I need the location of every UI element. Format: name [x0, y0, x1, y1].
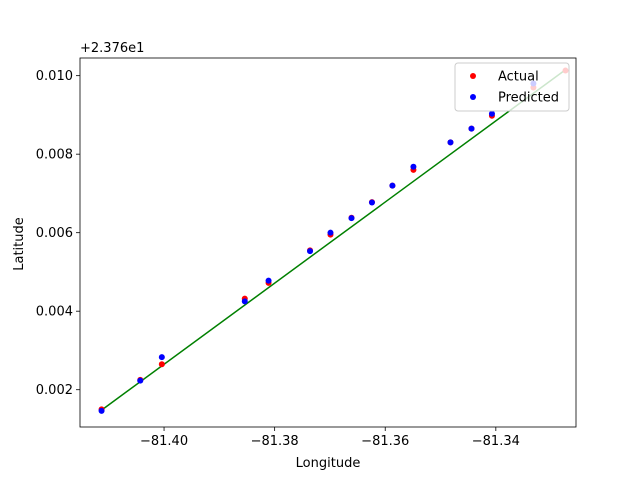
predicted-point — [368, 199, 375, 206]
x-tick-label: −81.36 — [361, 434, 409, 449]
actual-point — [158, 361, 165, 368]
predicted-point — [389, 182, 396, 189]
predicted-point — [488, 110, 495, 117]
axes: −81.40 −81.38 −81.36 −81.34 0.002 0.004 0.006 0… — [36, 57, 577, 449]
predicted-point — [98, 407, 105, 414]
series-predicted — [98, 80, 537, 414]
predicted-point — [158, 354, 165, 361]
predicted-point — [307, 248, 314, 255]
plot-area — [98, 67, 569, 414]
predicted-point — [468, 125, 475, 132]
x-axis-label: Longitude — [296, 456, 361, 471]
y-tick-label: 0.004 — [36, 305, 73, 320]
predicted-point — [447, 139, 454, 146]
predicted-point — [137, 377, 144, 384]
x-tick-label: −81.34 — [472, 434, 520, 449]
x-tick-label: −81.38 — [251, 434, 299, 449]
legend: Actual Predicted — [454, 62, 570, 112]
y-offset-label: +2.376e1 — [80, 41, 144, 56]
legend-marker-actual — [470, 73, 476, 79]
y-tick-label: 0.008 — [36, 148, 73, 163]
fit-line — [101, 69, 566, 411]
legend-label-actual: Actual — [498, 70, 539, 85]
legend-label-predicted: Predicted — [498, 91, 559, 106]
predicted-point — [265, 277, 272, 284]
predicted-point — [327, 229, 334, 236]
plot-frame — [79, 57, 577, 428]
x-tick-label: −81.40 — [140, 434, 188, 449]
legend-marker-predicted — [470, 94, 476, 100]
legend-box — [454, 62, 570, 112]
y-tick-label: 0.002 — [36, 383, 73, 398]
y-tick-label: 0.010 — [36, 69, 73, 84]
predicted-point — [410, 163, 417, 170]
predicted-point — [241, 298, 248, 305]
y-axis-label: Latitude — [12, 217, 27, 271]
y-tick-label: 0.006 — [36, 226, 73, 241]
predicted-point — [348, 215, 355, 222]
